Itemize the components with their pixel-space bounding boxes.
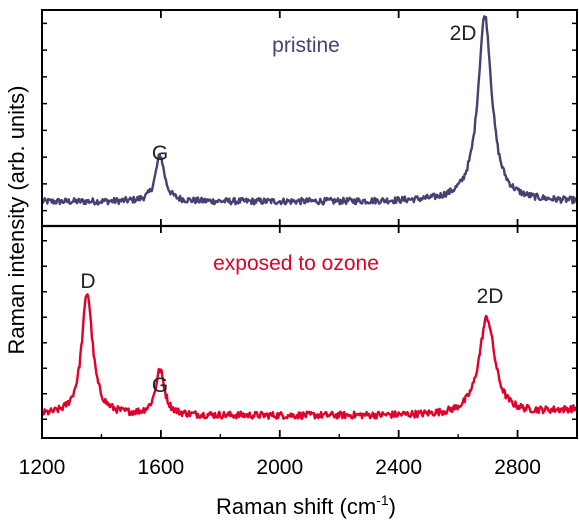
series-label: pristine	[272, 34, 340, 57]
x-tick-label: 1200	[19, 456, 66, 479]
peak-label: 2D	[477, 285, 504, 308]
series-line	[40, 293, 579, 420]
panel-pristine: pristine G 2D	[40, 15, 578, 212]
x-tick-label: 1600	[138, 456, 185, 479]
peak-label: G	[152, 142, 168, 165]
series-label: exposed to ozone	[213, 252, 379, 275]
chart-frame	[41, 9, 578, 439]
x-tick-label: 2000	[256, 456, 303, 479]
x-tick-label: 2800	[494, 456, 541, 479]
x-axis-label: Raman shift (cm-1)	[216, 492, 396, 519]
panel-ozone: exposed to ozone D G 2D	[40, 240, 579, 420]
series-line	[40, 15, 578, 206]
y-axis-label: Raman intensity (arb. units)	[4, 86, 29, 355]
peak-label: 2D	[450, 22, 477, 45]
peak-label: G	[152, 374, 168, 397]
plot-border	[41, 9, 578, 439]
peak-label: D	[80, 270, 95, 293]
x-tick-label: 2400	[375, 456, 422, 479]
x-axis: 1200 1600 2000 2400 2800	[19, 10, 578, 479]
